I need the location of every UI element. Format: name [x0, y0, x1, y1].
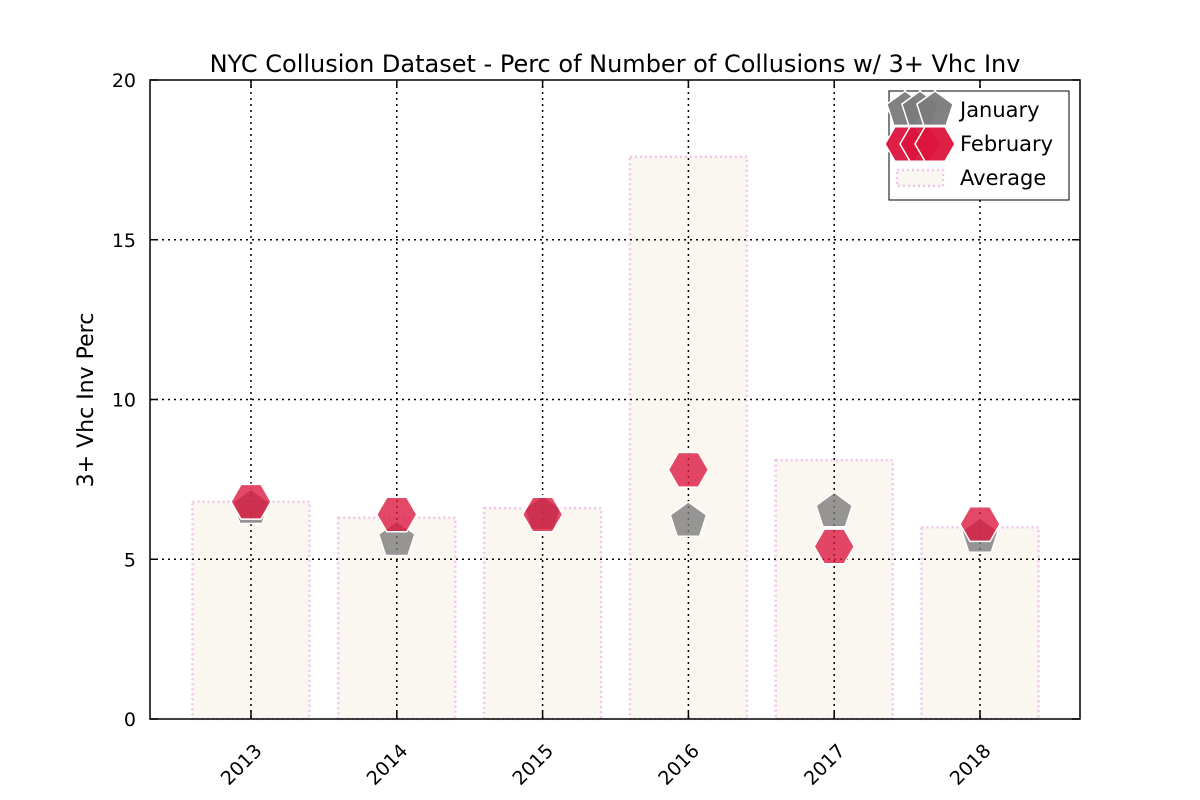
february-marker: [813, 528, 856, 565]
february-marker: [959, 506, 1001, 543]
y-tick-label: 0: [124, 709, 136, 731]
legend-february-icon: [914, 125, 956, 163]
plot-area: 0 5 10 15 20 2013 2014 2015 2016 2017 2018: [112, 70, 1081, 790]
y-axis-label: 3+ Vhc Inv Perc: [74, 313, 99, 488]
february-marker: [375, 496, 418, 533]
y-tick-label: 20: [112, 70, 136, 92]
legend-average-swatch: [895, 168, 945, 188]
february-marker: [230, 483, 272, 520]
average-bar: [920, 526, 1040, 721]
legend-label: January: [958, 98, 1040, 122]
y-tick-label: 10: [112, 390, 136, 412]
average-bar: [628, 155, 749, 721]
x-tick-label: 2016: [654, 740, 704, 790]
february-marker: [667, 451, 710, 488]
x-tick-label: 2017: [800, 740, 850, 790]
x-tick-label: 2018: [946, 740, 996, 790]
january-marker: [815, 491, 854, 528]
x-tick-label: 2014: [363, 740, 413, 790]
legend-label: Average: [960, 166, 1046, 190]
x-tick-label: 2013: [217, 740, 267, 790]
x-tick-label: 2015: [508, 740, 558, 790]
february-marker: [521, 496, 564, 533]
january-marker: [669, 500, 708, 538]
y-tick-label: 5: [124, 549, 136, 571]
chart-title: NYC Collusion Dataset - Perc of Number o…: [210, 50, 1021, 78]
legend-january-icon: [916, 90, 954, 127]
legend: January February Average: [884, 90, 1070, 201]
legend-label: February: [960, 132, 1053, 156]
y-tick-label: 15: [112, 230, 136, 252]
